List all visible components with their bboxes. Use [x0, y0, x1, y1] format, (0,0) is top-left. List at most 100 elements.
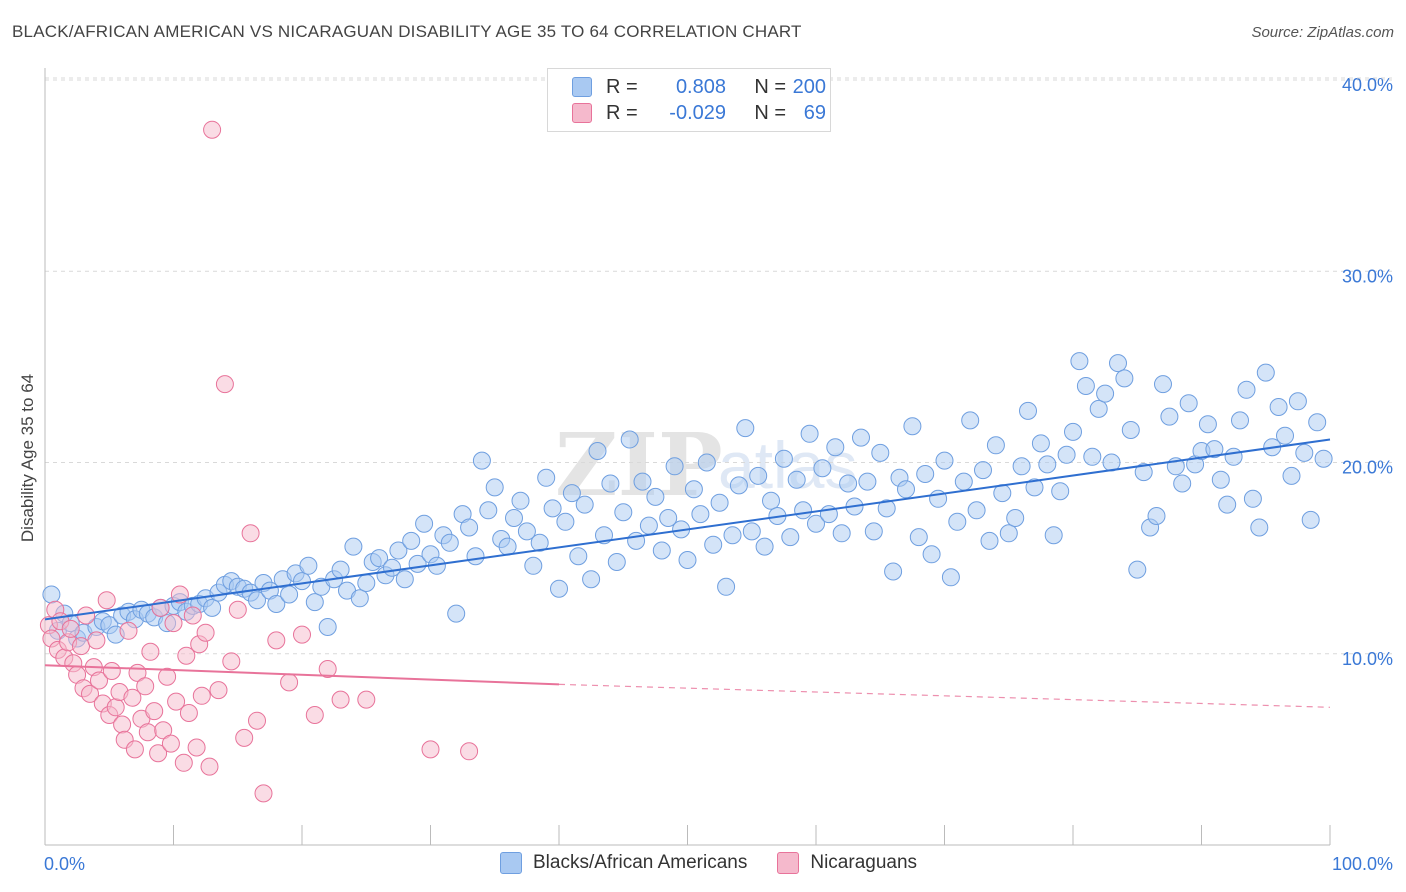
point-blacks	[203, 598, 222, 617]
point-blacks	[781, 528, 800, 547]
point-nicaraguans	[72, 637, 90, 656]
point-blacks	[1250, 518, 1269, 537]
point-blacks	[267, 595, 286, 613]
point-blacks	[903, 417, 922, 436]
point-nicaraguans	[215, 375, 234, 394]
point-blacks	[415, 514, 434, 533]
point-blacks	[248, 591, 266, 610]
point-blacks	[852, 428, 870, 447]
point-nicaraguans	[293, 625, 311, 644]
point-blacks	[479, 501, 498, 520]
point-blacks	[1211, 470, 1230, 489]
point-nicaraguans	[228, 600, 247, 619]
point-blacks	[1057, 445, 1076, 464]
point-blacks	[1308, 413, 1327, 432]
point-blacks	[864, 522, 883, 541]
point-blacks	[1121, 421, 1140, 439]
legend-label-nicaraguans: Nicaraguans	[810, 852, 918, 873]
point-blacks	[1083, 447, 1102, 466]
point-blacks	[762, 491, 780, 510]
point-blacks	[749, 466, 768, 485]
point-nicaraguans	[149, 744, 168, 763]
point-blacks	[505, 509, 523, 527]
point-nicaraguans	[460, 742, 479, 761]
point-nicaraguans	[154, 721, 173, 740]
point-blacks	[1070, 352, 1089, 371]
point-blacks	[550, 579, 568, 598]
point-blacks	[1109, 354, 1127, 373]
point-blacks	[1154, 375, 1172, 394]
point-blacks	[974, 461, 992, 480]
point-blacks	[575, 495, 594, 514]
legend-swatch-blacks	[572, 77, 592, 97]
point-blacks	[1205, 440, 1224, 459]
point-nicaraguans	[254, 784, 273, 803]
point-blacks	[1256, 363, 1275, 382]
point-blacks	[1301, 510, 1320, 529]
point-blacks	[1115, 369, 1134, 388]
point-nicaraguans	[357, 690, 376, 709]
point-blacks	[1237, 380, 1256, 399]
point-blacks	[537, 468, 556, 487]
point-blacks	[1019, 401, 1037, 420]
legend-r-label: R =	[606, 101, 638, 124]
point-blacks	[652, 541, 671, 560]
point-blacks	[601, 474, 620, 493]
legend-n-label: N =	[754, 101, 786, 124]
point-blacks	[1314, 449, 1333, 468]
point-blacks	[517, 522, 536, 541]
legend-r-value: -0.029	[669, 101, 726, 124]
point-blacks	[1076, 377, 1095, 395]
point-nicaraguans	[174, 753, 193, 772]
point-blacks	[684, 480, 703, 499]
point-blacks	[1012, 457, 1031, 476]
point-nicaraguans	[187, 738, 206, 757]
point-blacks	[755, 537, 774, 556]
source-label: Source: ZipAtlas.com	[1251, 24, 1394, 41]
point-blacks	[1051, 482, 1070, 501]
point-blacks	[941, 568, 960, 587]
point-nicaraguans	[209, 681, 228, 700]
legend-swatch-nicaraguans	[572, 103, 592, 123]
point-blacks	[697, 453, 716, 472]
point-blacks	[909, 528, 928, 547]
point-blacks	[999, 524, 1018, 543]
point-blacks	[935, 451, 954, 470]
point-blacks	[543, 499, 562, 518]
legend-stats: R = 0.808 N = 200 R = -0.029 N = 69	[547, 68, 831, 132]
point-blacks	[299, 556, 318, 575]
point-blacks	[858, 472, 877, 491]
point-blacks	[588, 442, 607, 460]
trendline-blacks	[44, 438, 1331, 621]
point-blacks	[466, 547, 485, 566]
point-nicaraguans	[113, 715, 132, 734]
point-nicaraguans	[158, 667, 177, 686]
point-nicaraguans	[183, 606, 202, 625]
point-blacks	[1276, 426, 1294, 445]
point-blacks	[839, 474, 858, 493]
point-blacks	[280, 585, 299, 604]
point-blacks	[736, 419, 755, 438]
point-nicaraguans	[331, 690, 350, 709]
y-tick-label: 30.0%	[1342, 266, 1393, 286]
point-blacks	[1269, 398, 1288, 416]
point-nicaraguans	[241, 524, 260, 543]
point-blacks	[395, 570, 414, 589]
point-nicaraguans	[145, 702, 164, 721]
point-blacks	[646, 487, 665, 506]
point-blacks	[620, 430, 639, 449]
legend-n-label: N =	[754, 75, 786, 98]
legend-series: Blacks/African Americans Nicaraguans	[500, 852, 947, 874]
point-nicaraguans	[161, 734, 180, 753]
point-blacks	[800, 424, 819, 443]
point-blacks	[948, 512, 967, 531]
point-blacks	[460, 518, 479, 537]
point-blacks	[877, 499, 896, 518]
point-blacks	[293, 572, 311, 591]
point-blacks	[305, 593, 324, 612]
point-nicaraguans	[192, 686, 211, 705]
point-blacks	[691, 505, 710, 524]
point-nicaraguans	[97, 591, 116, 610]
point-blacks	[614, 503, 633, 522]
point-blacks	[485, 478, 504, 497]
